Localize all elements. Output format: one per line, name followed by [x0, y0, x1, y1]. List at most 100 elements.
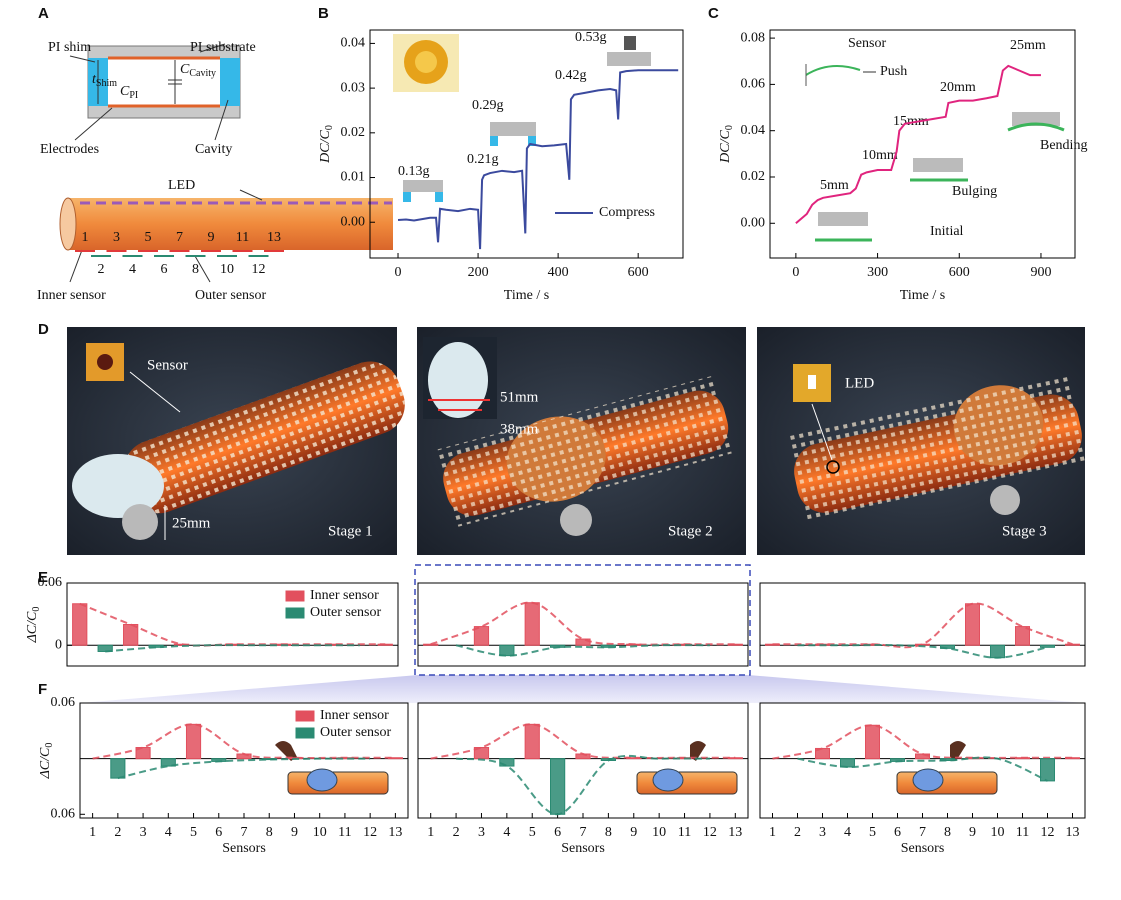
legend-label: Inner sensor [310, 588, 379, 603]
plot-frame [417, 702, 749, 819]
y-tick-label: 0.00 [341, 214, 366, 229]
x-tick-label: 10 [991, 825, 1005, 840]
plot-frame [369, 29, 684, 259]
bar [1015, 626, 1030, 646]
x-tick-label: 4 [503, 825, 510, 840]
photo: 51mm 38mm Stage 2 [417, 327, 746, 555]
bar [123, 624, 139, 646]
x-tick-label: 8 [605, 825, 612, 840]
sensor-number: 10 [220, 262, 234, 277]
x-tick-label: 3 [819, 825, 826, 840]
sensor-number: 2 [98, 262, 105, 277]
panel-label: D [38, 321, 49, 338]
annotation: 0.42g [555, 68, 587, 83]
highlight-box [414, 564, 751, 676]
bar [423, 643, 439, 646]
x-tick-label: 5 [190, 825, 197, 840]
photo-label: Stage 3 [1002, 523, 1047, 539]
x-tick-label: 8 [944, 825, 951, 840]
sensor-number: 13 [267, 230, 281, 245]
x-axis-label: Time / s [504, 288, 549, 303]
x-tick-label: 11 [678, 825, 691, 840]
annotation: 0.29g [472, 98, 504, 113]
x-axis-label: Time / s [900, 288, 945, 303]
legend-swatch [285, 607, 305, 619]
y-axis-label: ΔC/C0 [38, 743, 55, 780]
x-tick-label: 13 [388, 825, 402, 840]
x-tick-label: 13 [1066, 825, 1080, 840]
x-tick-label: 3 [478, 825, 485, 840]
bar [524, 723, 540, 760]
bar [1040, 758, 1055, 782]
y-axis-label-main: ΔC/C [38, 747, 53, 779]
label-main: C [180, 62, 190, 77]
data-line [795, 64, 1041, 225]
x-tick-label: 200 [468, 265, 489, 280]
x-tick-label: 2 [114, 825, 121, 840]
y-tick-label: 0.06 [38, 575, 63, 590]
sensor-number: 3 [113, 230, 120, 245]
bar [72, 603, 88, 646]
fit-curve [92, 723, 396, 760]
x-tick-label: 1 [769, 825, 776, 840]
y-axis-label-main: DC/C [718, 130, 733, 164]
annotation: 20mm [940, 80, 976, 95]
bar [990, 644, 1005, 659]
annotation: 25mm [1010, 38, 1046, 53]
y-tick-label: 0.01 [341, 170, 366, 185]
annotation: 5mm [820, 178, 849, 193]
plot-frame [66, 582, 399, 667]
y-axis-label-main: ΔC/C [25, 611, 40, 643]
x-tick-label: 12 [703, 825, 717, 840]
panel-label: E [38, 569, 48, 586]
sensor-number: 1 [82, 230, 89, 245]
sensor-number: 6 [161, 262, 168, 277]
annotation: 0.53g [575, 30, 607, 45]
x-tick-label: 12 [1041, 825, 1055, 840]
x-tick-label: 5 [529, 825, 536, 840]
x-axis-label: Sensors [561, 841, 605, 856]
x-tick-label: 0 [395, 265, 402, 280]
sensor-number: 5 [145, 230, 152, 245]
panel-label: F [38, 681, 47, 698]
bar [1040, 644, 1055, 648]
bar [524, 602, 540, 646]
y-tick-label: 0.08 [741, 30, 766, 45]
plot-frame [759, 582, 1086, 667]
sensor-number: 11 [236, 230, 249, 245]
x-tick-label: 12 [363, 825, 377, 840]
sensor-number: 9 [208, 230, 215, 245]
legend-swatch [285, 590, 305, 602]
bar [135, 747, 151, 760]
x-tick-label: 4 [844, 825, 851, 840]
photo-label: 38mm [500, 421, 539, 437]
y-tick-label: 0.04 [341, 36, 366, 51]
annotation: Push [880, 64, 907, 79]
photo-label: Sensor [147, 357, 188, 373]
x-tick-label: 600 [949, 265, 970, 280]
x-tick-label: 11 [338, 825, 351, 840]
bar [815, 747, 830, 760]
label: CPI [120, 84, 138, 101]
x-tick-label: 9 [630, 825, 637, 840]
photo: LED Stage 3 [757, 327, 1089, 555]
y-axis-label: DC/C0 [318, 125, 335, 164]
annotation: 10mm [862, 148, 898, 163]
data-line [397, 69, 679, 250]
y-tick-label: 0.02 [341, 125, 366, 140]
y-tick-label: 0.00 [741, 215, 766, 230]
x-tick-label: 4 [165, 825, 172, 840]
y-axis-label-sub: 0 [324, 125, 335, 130]
sensor-number: 7 [176, 230, 183, 245]
label-sub: Shim [96, 78, 117, 89]
annotation: Initial [930, 224, 964, 239]
label: Inner sensor [37, 288, 106, 303]
photo-label: Stage 1 [328, 523, 373, 539]
label-main: t [92, 72, 97, 87]
sensor-number: 4 [129, 262, 136, 277]
label-sub: Cavity [189, 68, 216, 79]
label: LED [168, 178, 195, 193]
bar [965, 603, 980, 646]
label: PI substrate [190, 40, 256, 55]
